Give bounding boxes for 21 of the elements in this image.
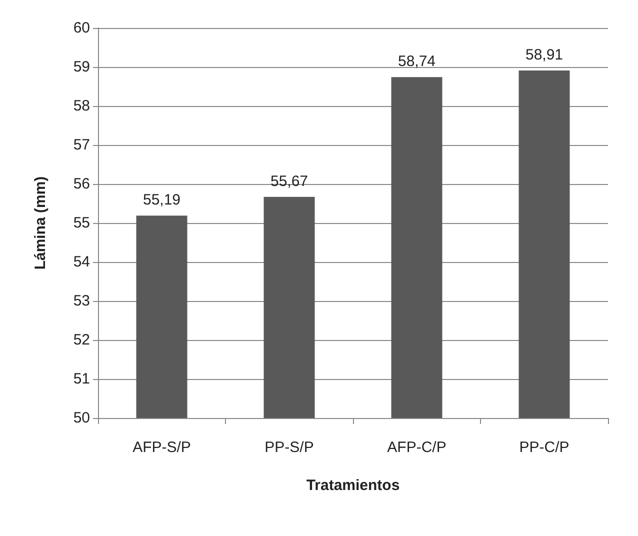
y-tick-label: 53 xyxy=(73,292,90,310)
data-label: 55,67 xyxy=(270,172,308,190)
x-tick-label: AFP-C/P xyxy=(387,439,446,456)
y-tick-label: 52 xyxy=(73,332,90,348)
x-tick-label: PP-C/P xyxy=(519,439,570,456)
y-tick-label: 51 xyxy=(73,370,90,388)
x-axis-title: Tratamientos xyxy=(306,477,400,494)
x-tick-label: AFP-S/P xyxy=(132,439,191,456)
y-tick-label: 50 xyxy=(73,410,90,426)
y-tick-label: 59 xyxy=(73,58,90,76)
y-tick-label: 60 xyxy=(73,20,90,36)
data-label: 55,19 xyxy=(142,192,181,209)
x-tick-label: PP-S/P xyxy=(264,439,314,456)
data-label: 58,74 xyxy=(398,53,436,70)
y-tick-label: 56 xyxy=(73,176,90,192)
y-tick-label: 54 xyxy=(73,254,90,270)
data-label: 58,91 xyxy=(525,46,564,64)
y-tick-label: 55 xyxy=(73,214,90,232)
y-axis-title: Lámina (mm) xyxy=(32,176,49,270)
y-tick-label: 57 xyxy=(73,136,90,154)
y-tick-label: 58 xyxy=(73,98,90,114)
